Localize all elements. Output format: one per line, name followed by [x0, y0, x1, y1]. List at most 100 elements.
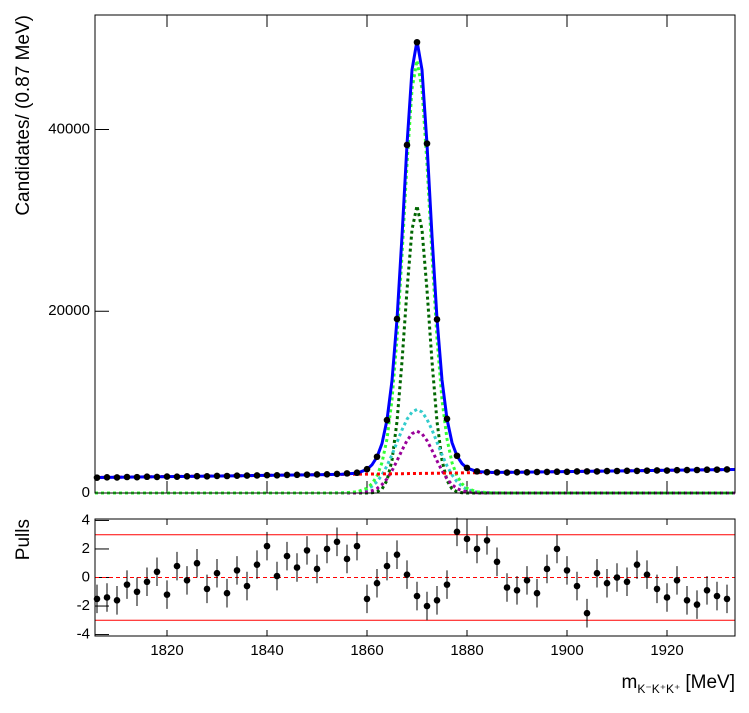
- pull-point: [213, 569, 221, 577]
- data-point: [703, 466, 711, 474]
- data-point: [653, 467, 661, 474]
- data-point: [543, 468, 551, 476]
- data-point: [103, 473, 111, 481]
- data-point: [163, 473, 171, 480]
- data-point: [143, 473, 151, 481]
- data-point: [153, 473, 161, 481]
- data-point: [433, 316, 441, 323]
- fit-curve: [95, 407, 735, 495]
- data-point: [133, 473, 141, 481]
- pull-point: [343, 555, 351, 563]
- x-label-sub: K⁻K⁺K⁺: [637, 682, 680, 696]
- pull-point: [303, 547, 311, 554]
- data-point: [553, 468, 561, 476]
- data-point: [423, 140, 431, 147]
- pull-point: [323, 545, 331, 553]
- data-point: [503, 469, 511, 476]
- data-point: [253, 472, 261, 479]
- pull-point: [623, 578, 631, 586]
- y-tick-label: 4: [82, 511, 90, 528]
- data-point: [713, 466, 721, 473]
- data-point: [183, 472, 191, 480]
- x-tick-label: 1820: [150, 642, 183, 659]
- x-tick-label: 1920: [650, 642, 683, 659]
- pull-point: [283, 552, 291, 560]
- pull-point: [563, 567, 571, 574]
- pull-point: [223, 589, 231, 597]
- pull-point: [603, 579, 611, 587]
- pull-point: [173, 562, 181, 570]
- data-point: [673, 466, 681, 474]
- pull-point: [573, 582, 581, 590]
- data-point: [643, 467, 651, 474]
- pull-point: [533, 589, 541, 597]
- data-point: [353, 469, 361, 477]
- x-tick-label: 1840: [250, 642, 283, 659]
- pull-point: [133, 588, 141, 596]
- data-point: [663, 467, 671, 474]
- data-point: [443, 415, 451, 423]
- data-point: [523, 468, 531, 476]
- pull-point: [653, 585, 661, 593]
- data-point: [113, 474, 121, 481]
- pull-point: [253, 561, 261, 568]
- plot-frame: [94, 14, 736, 494]
- pull-point: [633, 561, 641, 568]
- pull-point: [583, 609, 591, 617]
- fit-curve: [94, 468, 736, 479]
- pull-point: [473, 545, 481, 553]
- fit-curve: [95, 205, 735, 495]
- data-point: [473, 468, 481, 475]
- data-point: [203, 473, 211, 480]
- data-point: [593, 468, 601, 475]
- y-tick-label: -4: [77, 626, 90, 643]
- pull-point: [443, 581, 451, 588]
- data-point: [633, 467, 641, 475]
- pulls-axis-label: Pulls: [13, 519, 34, 560]
- pull-point: [483, 537, 491, 544]
- pull-point: [703, 587, 711, 594]
- data-point: [583, 468, 591, 475]
- pull-point: [713, 592, 721, 600]
- pull-point: [453, 528, 461, 536]
- data-point: [373, 453, 381, 461]
- pull-point: [353, 542, 361, 550]
- y-tick-label: 20000: [48, 302, 90, 319]
- data-point: [413, 38, 421, 46]
- pull-point: [513, 587, 521, 594]
- pull-point: [593, 569, 601, 577]
- data-point: [563, 468, 571, 476]
- data-point: [173, 473, 181, 480]
- pull-point: [193, 559, 201, 567]
- x-tick-label: 1900: [550, 642, 583, 659]
- pull-point: [153, 568, 161, 576]
- data-point: [533, 468, 541, 476]
- pull-point: [123, 581, 131, 588]
- data-point: [273, 471, 281, 479]
- data-point: [393, 315, 401, 323]
- x-label-main: m: [622, 672, 638, 693]
- data-point: [623, 467, 631, 475]
- data-point: [293, 471, 301, 479]
- pull-point: [503, 584, 511, 591]
- data-point: [283, 471, 291, 479]
- pull-point: [143, 578, 151, 586]
- x-tick-label: 1880: [450, 642, 483, 659]
- pull-point: [613, 574, 621, 581]
- pull-point: [543, 565, 551, 573]
- x-label-unit: [MeV]: [685, 672, 735, 693]
- data-point: [483, 468, 491, 476]
- pull-point: [333, 538, 341, 546]
- y-tick-label: 0: [82, 484, 90, 501]
- pull-point: [203, 585, 211, 593]
- y-axis-label: Candidates/ (0.87 MeV): [13, 15, 34, 216]
- pull-point: [553, 545, 561, 553]
- data-point: [493, 469, 501, 476]
- data-point: [263, 471, 271, 479]
- pull-point: [383, 562, 391, 570]
- pull-point: [643, 571, 651, 578]
- x-tick-label: 1860: [350, 642, 383, 659]
- pull-point: [233, 567, 241, 574]
- y-tick-label: 2: [82, 540, 90, 557]
